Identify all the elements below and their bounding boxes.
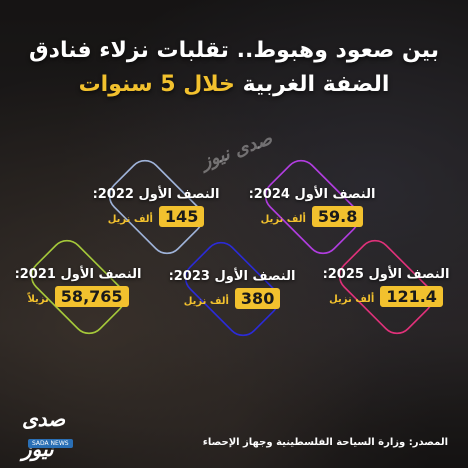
card-value: 380 bbox=[234, 288, 281, 309]
stat-card-2021: النصف الأول 2021: 58,765 نزيلاً bbox=[15, 233, 141, 341]
card-label: النصف الأول 2021: bbox=[14, 267, 142, 282]
card-value: 58,765 bbox=[54, 286, 129, 307]
card-value: 59.8 bbox=[311, 206, 364, 227]
logo-mark: صدى نيوز bbox=[22, 407, 66, 461]
card-label: النصف الأول 2022: bbox=[92, 187, 220, 202]
stat-card-2025: النصف الأول 2025: 121.4 ألف نزيل bbox=[323, 233, 449, 341]
headline-line-2-accent: خلال 5 سنوات bbox=[78, 72, 235, 97]
headline-line-1: بين صعود وهبوط.. تقلبات نزلاء فنادق bbox=[29, 38, 439, 63]
card-label: النصف الأول 2023: bbox=[168, 269, 296, 284]
stat-card-2023: النصف الأول 2023: 380 ألف نزيل bbox=[169, 235, 295, 343]
brand-logo: صدى نيوز SADA NEWS bbox=[22, 404, 78, 461]
card-label: النصف الأول 2025: bbox=[322, 267, 450, 282]
headline-line-2-text: الضفة الغربية bbox=[242, 72, 390, 97]
headline: بين صعود وهبوط.. تقلبات نزلاء فنادق الضف… bbox=[0, 34, 468, 102]
stat-card-2024: النصف الأول 2024: 59.8 ألف نزيل bbox=[249, 153, 375, 261]
source-note: المصدر: وزارة السياحة الفلسطينية وجهاز ا… bbox=[202, 437, 448, 448]
card-value: 145 bbox=[158, 206, 205, 227]
card-unit: نزيلاً bbox=[27, 294, 49, 305]
card-unit: ألف نزيل bbox=[107, 214, 153, 225]
card-unit: ألف نزيل bbox=[329, 294, 375, 305]
card-unit: ألف نزيل bbox=[260, 214, 306, 225]
headline-line-2: الضفة الغربية خلال 5 سنوات bbox=[0, 68, 468, 102]
logo-subtitle: SADA NEWS bbox=[28, 439, 73, 448]
card-value: 121.4 bbox=[380, 286, 443, 307]
stat-card-2022: النصف الأول 2022: 145 ألف نزيل bbox=[93, 153, 219, 261]
card-label: النصف الأول 2024: bbox=[248, 187, 376, 202]
card-unit: ألف نزيل bbox=[183, 296, 229, 307]
